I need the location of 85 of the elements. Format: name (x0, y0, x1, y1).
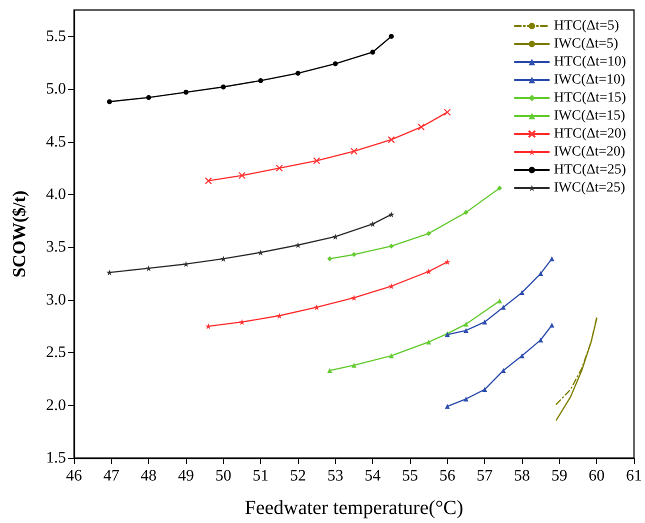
point (444, 258, 450, 265)
point (238, 172, 246, 180)
point (370, 50, 376, 55)
x-tick-label: 50 (215, 468, 232, 484)
point (464, 210, 468, 215)
point (350, 148, 358, 155)
point (220, 84, 226, 90)
point (538, 337, 544, 342)
y-tick-label: 5.0 (46, 80, 66, 98)
point (388, 353, 394, 358)
x-tick-label: 60 (588, 468, 605, 484)
point (500, 304, 506, 310)
point (444, 108, 451, 116)
point (426, 340, 432, 345)
point (352, 362, 356, 368)
point (184, 90, 188, 95)
y-tick-label: 4.5 (46, 133, 66, 150)
point (520, 290, 524, 296)
y-tick-label: 2.5 (46, 344, 66, 362)
point (464, 328, 468, 333)
legend-label: IWC(Δt=10) (554, 72, 626, 88)
legend-label: HTC(Δt=20) (554, 126, 626, 142)
x-tick-label: 56 (439, 468, 456, 484)
x-axis-title: Feedwater temperature(°C) (244, 497, 464, 519)
point (464, 322, 468, 327)
point (106, 99, 112, 104)
x-tick-label: 53 (327, 468, 344, 484)
point (388, 212, 394, 218)
point (418, 123, 425, 131)
point (146, 94, 152, 100)
legend-label: IWC(Δt=20) (554, 144, 626, 160)
x-tick-label: 51 (252, 468, 269, 484)
point (327, 368, 332, 374)
y-tick-label: 1.5 (46, 450, 66, 466)
point (204, 177, 212, 184)
x-tick-label: 54 (364, 468, 381, 484)
y-axis-title: SCOW($/t) (9, 190, 29, 278)
point (327, 256, 332, 262)
point (482, 386, 488, 392)
point (296, 70, 300, 76)
y-tick-label: 4.0 (46, 186, 66, 203)
legend-label: IWC(Δt=5) (554, 36, 619, 52)
y-tick-label: 3.5 (46, 238, 66, 256)
legend-label: HTC(Δt=25) (554, 162, 626, 178)
point (426, 268, 432, 274)
point (313, 157, 320, 164)
y-tick-label: 2.0 (46, 396, 66, 414)
point (497, 186, 502, 191)
x-tick-label: 47 (103, 468, 120, 484)
point (538, 271, 544, 276)
point (388, 34, 394, 39)
x-tick-label: 49 (178, 468, 194, 484)
point (258, 78, 264, 84)
point (549, 322, 554, 328)
point (520, 353, 524, 358)
point (352, 252, 356, 258)
y-tick-label: 5.5 (46, 28, 66, 45)
x-tick-label: 57 (476, 468, 493, 484)
point (464, 396, 468, 402)
point (388, 136, 395, 144)
x-tick-label: 55 (402, 468, 418, 484)
x-tick-label: 58 (514, 468, 530, 484)
point (332, 61, 338, 66)
point (106, 269, 112, 276)
point (500, 368, 506, 374)
point (388, 283, 394, 290)
legend-label: HTC(Δt=5) (554, 18, 620, 34)
legend-label: HTC(Δt=15) (554, 90, 626, 106)
point (388, 244, 394, 249)
point (482, 320, 488, 325)
point (497, 298, 502, 304)
x-tick-label: 52 (290, 468, 306, 484)
point (351, 294, 357, 301)
x-tick-label: 48 (140, 468, 157, 484)
legend-label: IWC(Δt=25) (554, 180, 626, 196)
legend-label: IWC(Δt=15) (554, 108, 626, 124)
point (426, 230, 432, 236)
point (549, 256, 554, 262)
legend-label: HTC(Δt=10) (554, 54, 626, 70)
y-tick-label: 3.0 (46, 291, 66, 308)
x-tick-label: 61 (626, 468, 642, 484)
point (276, 164, 283, 172)
x-tick-label: 46 (66, 468, 82, 484)
point (444, 404, 450, 409)
x-tick-label: 59 (551, 468, 568, 484)
